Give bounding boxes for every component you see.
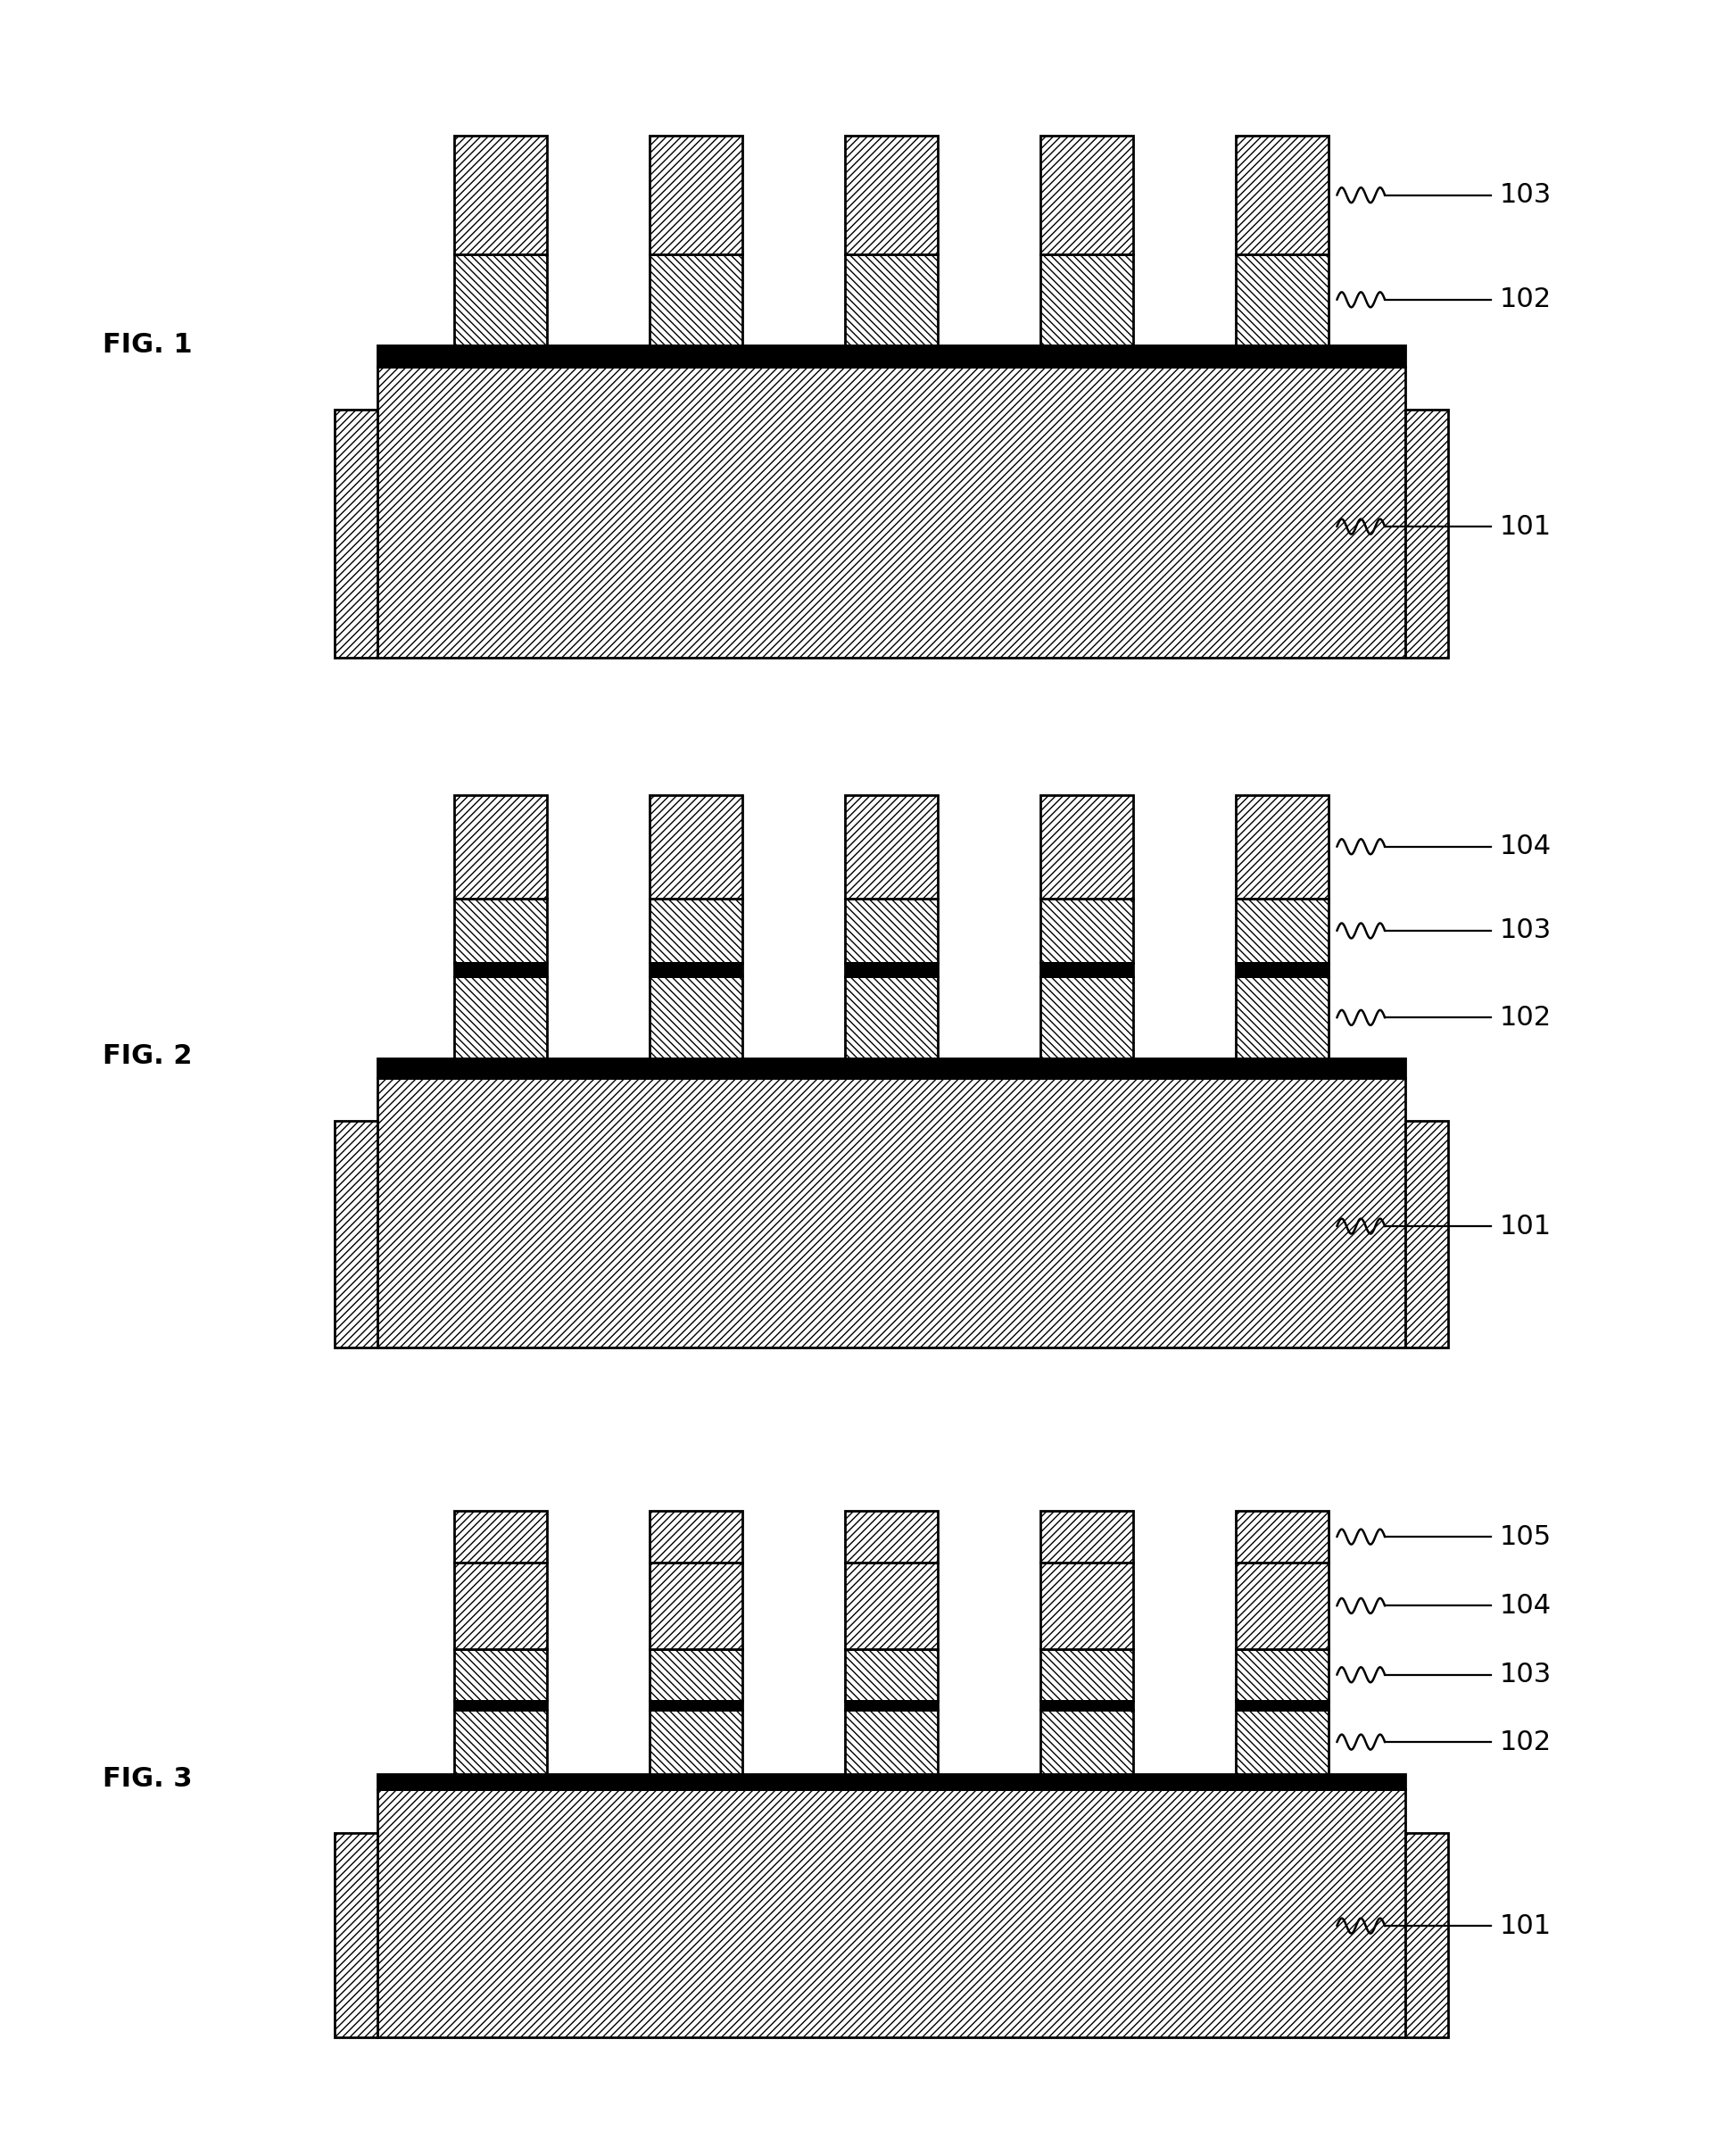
Bar	[1405, 1121, 1448, 1348]
Bar	[845, 1710, 938, 1774]
Text: FIG. 3: FIG. 3	[103, 1766, 192, 1792]
Bar	[1236, 136, 1328, 254]
Bar	[845, 964, 938, 977]
Bar	[1040, 1649, 1133, 1701]
Bar	[650, 977, 742, 1059]
Bar	[1236, 254, 1328, 345]
Bar	[454, 1649, 547, 1701]
Bar	[1236, 899, 1328, 964]
Text: FIG. 1: FIG. 1	[103, 332, 192, 358]
Bar	[650, 254, 742, 345]
Bar	[377, 1789, 1405, 2037]
Bar	[1040, 1701, 1133, 1710]
Bar	[377, 1774, 1405, 1789]
Bar	[1040, 899, 1133, 964]
Bar	[845, 977, 938, 1059]
Bar	[454, 136, 547, 254]
Bar	[334, 410, 377, 658]
Bar	[650, 796, 742, 899]
Bar	[1236, 1701, 1328, 1710]
Bar	[1236, 977, 1328, 1059]
Text: 102: 102	[1500, 287, 1551, 313]
Bar	[454, 977, 547, 1059]
Bar	[377, 345, 1405, 367]
Text: 104: 104	[1500, 1593, 1551, 1619]
Bar	[454, 796, 547, 899]
Bar	[454, 899, 547, 964]
Bar	[334, 1833, 377, 2037]
Bar	[1236, 1563, 1328, 1649]
Bar	[845, 1563, 938, 1649]
Text: 101: 101	[1500, 1214, 1551, 1240]
Bar	[1236, 1710, 1328, 1774]
Text: 103: 103	[1500, 181, 1551, 209]
Bar	[650, 1511, 742, 1563]
Bar	[650, 136, 742, 254]
Bar	[845, 1701, 938, 1710]
Bar	[1040, 964, 1133, 977]
Bar	[650, 1701, 742, 1710]
Bar	[1236, 1511, 1328, 1563]
Text: 105: 105	[1500, 1524, 1551, 1550]
Bar	[650, 1649, 742, 1701]
Bar	[377, 367, 1405, 658]
Bar	[1236, 964, 1328, 977]
Text: 101: 101	[1500, 513, 1551, 539]
Bar	[1040, 1563, 1133, 1649]
Bar	[454, 1563, 547, 1649]
Bar	[845, 254, 938, 345]
Bar	[1236, 1649, 1328, 1701]
Bar	[1040, 977, 1133, 1059]
Bar	[650, 899, 742, 964]
Text: 103: 103	[1500, 918, 1551, 944]
Bar	[1040, 136, 1133, 254]
Bar	[650, 964, 742, 977]
Bar	[1405, 410, 1448, 658]
Text: FIG. 2: FIG. 2	[103, 1044, 192, 1069]
Text: 103: 103	[1500, 1662, 1551, 1688]
Bar	[377, 1059, 1405, 1078]
Bar	[454, 1701, 547, 1710]
Bar	[845, 1649, 938, 1701]
Bar	[1236, 796, 1328, 899]
Bar	[1040, 796, 1133, 899]
Bar	[845, 899, 938, 964]
Bar	[1405, 1833, 1448, 2037]
Bar	[454, 1511, 547, 1563]
Bar	[454, 254, 547, 345]
Bar	[845, 1511, 938, 1563]
Bar	[377, 1078, 1405, 1348]
Text: 102: 102	[1500, 1729, 1551, 1755]
Bar	[650, 1563, 742, 1649]
Text: 101: 101	[1500, 1912, 1551, 1938]
Bar	[845, 796, 938, 899]
Bar	[1040, 254, 1133, 345]
Bar	[1040, 1710, 1133, 1774]
Bar	[1040, 1511, 1133, 1563]
Bar	[454, 964, 547, 977]
Bar	[334, 1121, 377, 1348]
Text: 104: 104	[1500, 834, 1551, 860]
Bar	[845, 136, 938, 254]
Bar	[650, 1710, 742, 1774]
Bar	[454, 1710, 547, 1774]
Text: 102: 102	[1500, 1005, 1551, 1031]
